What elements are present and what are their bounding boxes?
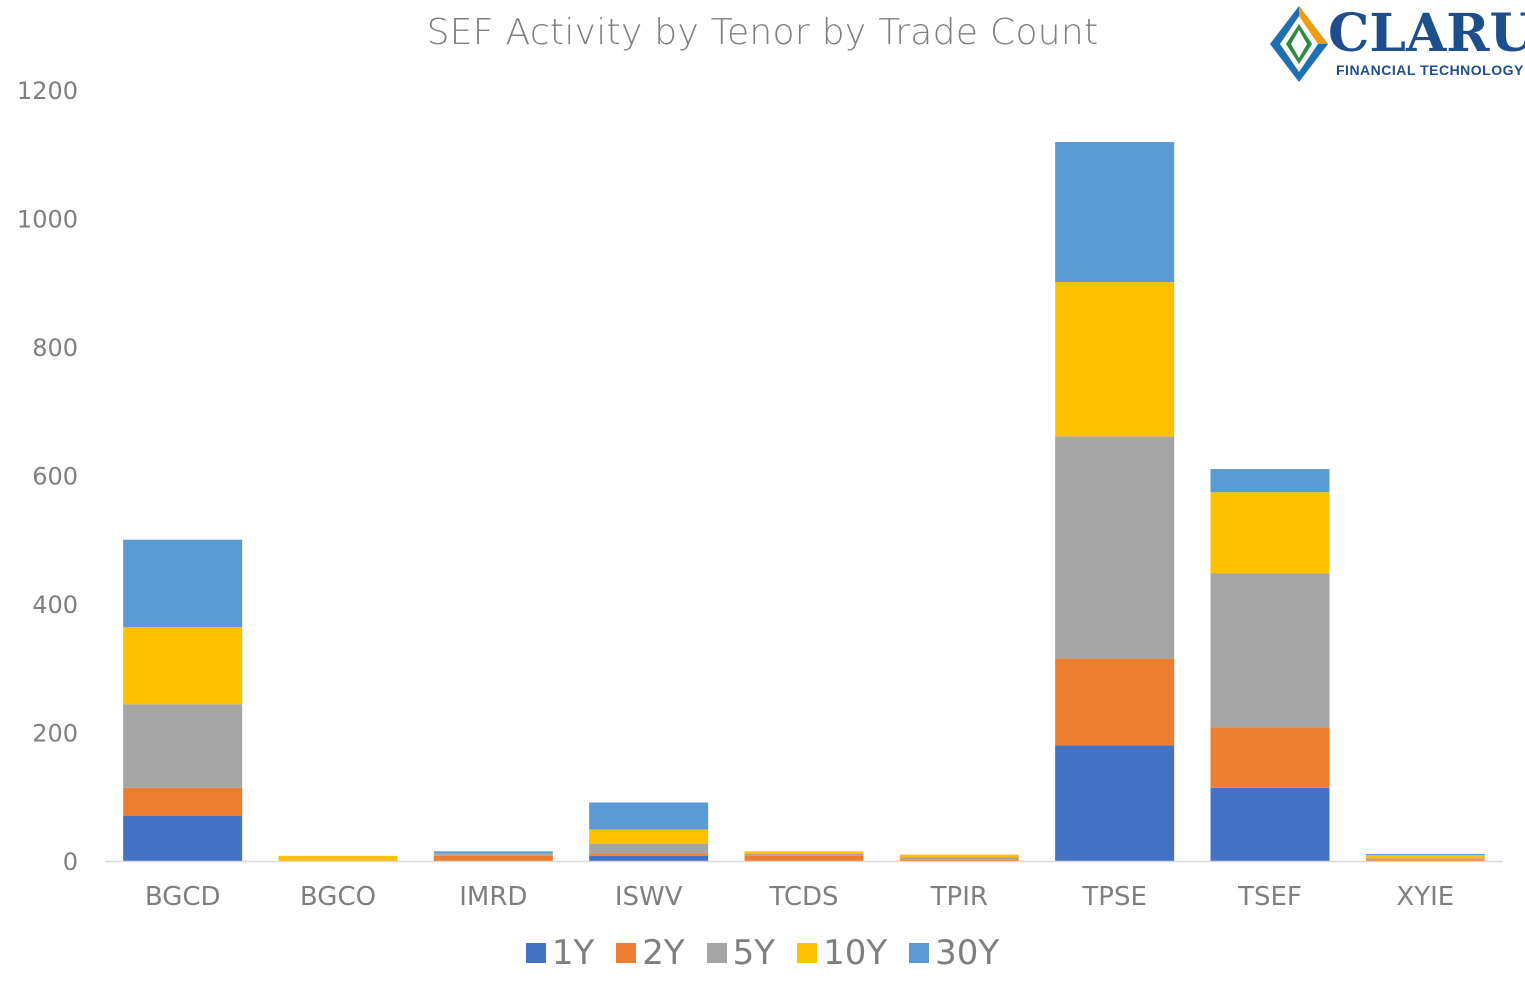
- bar-segment-bgcd-5y: [123, 704, 243, 788]
- x-tick-label: TPSE: [1081, 882, 1147, 912]
- x-tick-label: BGCO: [300, 882, 376, 912]
- bar-segment-imrd-30y: [433, 851, 553, 854]
- bar-segment-tsef-2y: [1210, 727, 1330, 788]
- x-tick-label: TPIR: [930, 882, 988, 912]
- bar-segment-bgco-10y: [278, 855, 398, 861]
- clarus-diamond-icon: [1270, 6, 1328, 82]
- legend-item-10y: 10Y: [797, 933, 887, 973]
- clarus-logo: CLARUS FINANCIAL TECHNOLOGY: [1266, 2, 1525, 86]
- y-tick-label: 1200: [17, 77, 78, 105]
- bar-segment-tpir-5y: [899, 857, 1019, 860]
- bar-segment-imrd-5y: [433, 853, 553, 856]
- x-tick-label: ISWV: [615, 882, 683, 912]
- x-tick-label: TSEF: [1237, 882, 1302, 912]
- legend-item-5y: 5Y: [706, 933, 776, 973]
- y-tick-label: 200: [32, 720, 78, 748]
- bar-segment-xyie-10y: [1365, 855, 1485, 859]
- y-tick-label: 600: [32, 463, 78, 491]
- bar-segment-tsef-30y: [1210, 469, 1330, 493]
- y-tick-label: 800: [32, 334, 78, 362]
- y-tick-label: 1000: [17, 206, 78, 234]
- bar-segment-bgcd-10y: [123, 627, 243, 705]
- bar-segment-iswv-5y: [589, 843, 709, 854]
- bar-segment-tsef-10y: [1210, 492, 1330, 574]
- bar-segment-tcds-2y: [744, 855, 864, 861]
- legend-label: 2Y: [642, 933, 685, 973]
- bar-segment-iswv-1y: [589, 855, 709, 861]
- legend-swatch: [525, 943, 546, 963]
- bar-segment-tpse-10y: [1055, 282, 1175, 437]
- legend-item-30y: 30Y: [909, 933, 999, 973]
- bar-segment-tpir-10y: [899, 854, 1019, 858]
- y-tick-label: 400: [32, 591, 78, 619]
- bar-segment-tpse-30y: [1055, 142, 1175, 283]
- bar-segment-tcds-10y: [744, 851, 864, 854]
- x-tick-label: XYIE: [1396, 882, 1454, 912]
- bar-segment-bgcd-1y: [123, 816, 243, 861]
- bar-segment-tcds-5y: [744, 853, 864, 856]
- x-tick-label: TCDS: [768, 882, 838, 912]
- bar-segment-imrd-2y: [433, 855, 553, 861]
- legend-label: 5Y: [732, 933, 776, 973]
- legend-item-1y: 1Y: [525, 933, 595, 973]
- bar-segment-bgcd-30y: [123, 539, 243, 628]
- legend-swatch: [706, 943, 727, 963]
- bar-segment-xyie-30y: [1365, 853, 1485, 856]
- legend-swatch: [909, 943, 930, 963]
- bar-segment-bgcd-2y: [123, 787, 243, 817]
- bar-segment-tpir-2y: [899, 859, 1019, 861]
- x-tick-label: BGCD: [145, 882, 221, 912]
- logo-name: CLARUS: [1328, 3, 1525, 64]
- chart-title: SEF Activity by Tenor by Trade Count: [426, 12, 1099, 53]
- bar-segment-tpse-2y: [1055, 658, 1175, 746]
- bar-segment-xyie-5y: [1365, 858, 1485, 860]
- bar-segment-iswv-2y: [589, 853, 709, 856]
- legend-swatch: [616, 943, 637, 963]
- legend-label: 10Y: [823, 933, 888, 973]
- legend-label: 30Y: [935, 933, 1000, 973]
- bar-segment-xyie-2y: [1365, 859, 1485, 861]
- legend-label: 1Y: [551, 933, 595, 973]
- bar-segment-tpse-1y: [1055, 745, 1175, 861]
- bar-segment-iswv-10y: [589, 829, 709, 844]
- y-tick-label: 0: [63, 848, 78, 876]
- bar-segment-tpse-5y: [1055, 436, 1175, 659]
- bar-segment-tsef-5y: [1210, 573, 1330, 728]
- legend-swatch: [797, 943, 818, 963]
- chart-legend: 1Y 2Y 5Y 10Y 30Y: [0, 933, 1525, 973]
- logo-subtitle: FINANCIAL TECHNOLOGY: [1336, 62, 1524, 78]
- bar-segment-tsef-1y: [1210, 787, 1330, 861]
- x-tick-label: IMRD: [459, 882, 527, 912]
- bar-segment-iswv-30y: [589, 802, 709, 830]
- legend-item-2y: 2Y: [616, 933, 685, 973]
